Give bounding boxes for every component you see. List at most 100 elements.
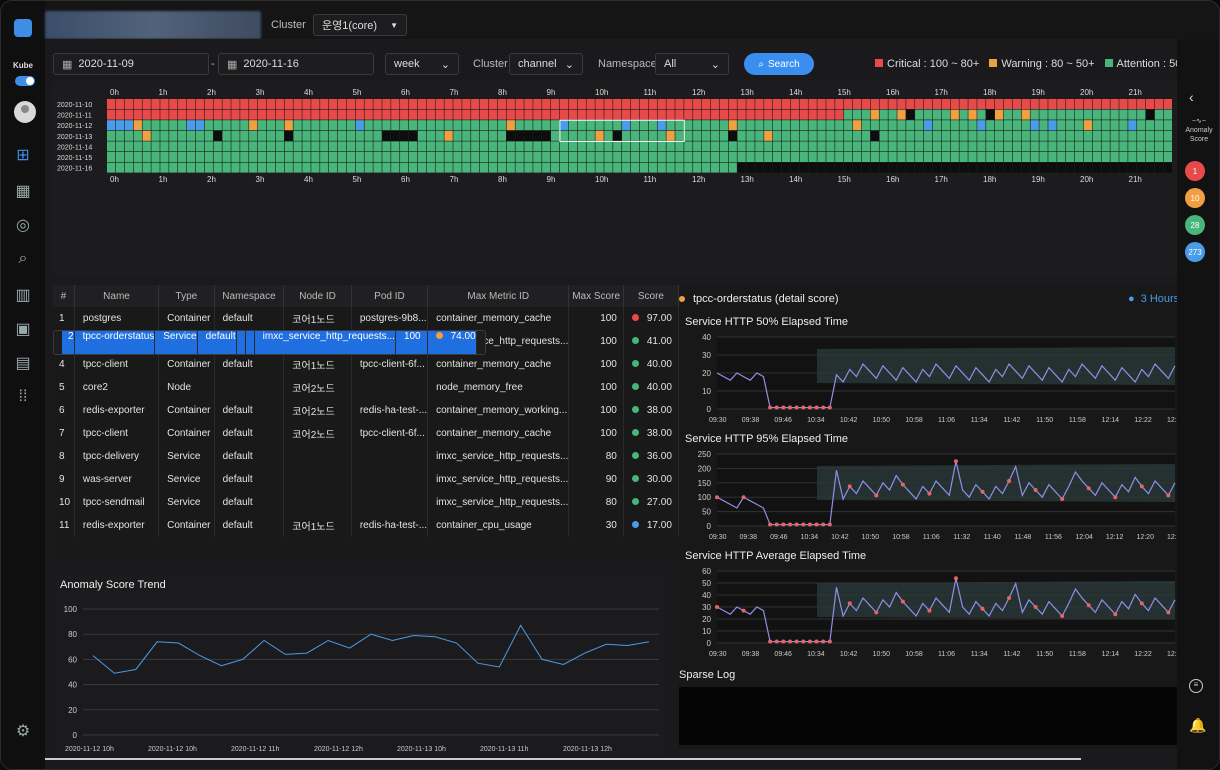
settings-icon[interactable]: ⚙ (15, 723, 31, 740)
table-row[interactable]: 1 postgres Container default 코어1노드 postgres-9… (53, 307, 679, 330)
heatmap-cell (222, 99, 231, 109)
search-icon[interactable]: ⌕ (18, 250, 28, 267)
bar-chart-icon[interactable]: ▥ (15, 287, 31, 304)
range-indicator[interactable]: ● 3 Hours (1128, 293, 1179, 305)
heatmap-cell (160, 99, 169, 109)
column-header[interactable]: # (53, 285, 75, 307)
table-row[interactable]: 7 tpcc-client Container default 코어2노드 tpcc-cl… (53, 422, 679, 445)
avatar[interactable] (14, 101, 36, 123)
heatmap-cell (1128, 162, 1137, 173)
heatmap-cell (861, 162, 871, 173)
heatmap-cell (861, 109, 871, 120)
heatmap-cell (1048, 99, 1057, 109)
heatmap-cell (1145, 141, 1155, 152)
heatmap-cell (195, 120, 205, 131)
heatmap-hour-label-bottom: 17h (935, 175, 948, 184)
trend-xtick: 2020-11-12 12h (314, 746, 363, 753)
heatmap-cell (302, 141, 311, 152)
table-cell (283, 468, 352, 491)
horizontal-scrollbar[interactable] (45, 758, 1081, 760)
range-select[interactable]: week ⌄ (385, 53, 459, 75)
heatmap-cell (400, 152, 409, 162)
topology-icon[interactable]: ⊞ (16, 147, 30, 164)
heatmap-cell (932, 130, 942, 141)
table-row[interactable]: 5 core2 Node 코어2노드 node_memory_free 100 40.00 (53, 376, 679, 399)
heatmap-cell (293, 130, 302, 141)
column-header[interactable]: Name (74, 285, 160, 307)
heatmap-cell (568, 130, 578, 141)
column-header[interactable]: Node ID (283, 285, 352, 307)
heatmap-cell (240, 162, 249, 173)
heatmap-hour-label-bottom: 9h (547, 175, 556, 184)
heatmap-cell (471, 99, 480, 109)
table-row[interactable]: 2 tpcc-orderstatus Service default imxc_serv… (53, 330, 486, 355)
table-cell: tpcc-client-6f... (351, 422, 429, 445)
column-header[interactable]: Score (623, 285, 679, 307)
apps-icon[interactable]: ⁞⁞ (18, 388, 28, 405)
heatmap-cell (471, 152, 480, 162)
chevron-left-icon[interactable]: ‹ (1189, 89, 1194, 105)
heatmap-cell (1074, 109, 1084, 120)
heatmap-cell (959, 130, 968, 141)
heatmap-cell (923, 162, 933, 173)
heatmap-cell (115, 130, 125, 141)
heatmap-cell (693, 99, 702, 109)
heatmap-cell (844, 152, 853, 162)
heatmap-cell (426, 99, 435, 109)
heatmap-cell (479, 162, 489, 173)
anomaly-count-badge[interactable]: 1 (1185, 161, 1205, 181)
heatmap-cell (515, 109, 524, 120)
table-row[interactable]: 11 redis-exporter Container default 코어1노드 red… (53, 514, 679, 537)
chart-xtick: 09:38 (740, 534, 758, 541)
heatmap-cell (284, 130, 293, 141)
table-row[interactable]: 8 tpcc-delivery Service default imxc_service… (53, 445, 679, 468)
column-header[interactable]: Max Metric ID (427, 285, 570, 307)
list-icon[interactable]: ≡ (1189, 679, 1203, 693)
cluster-select-value: 운영1(core) (322, 20, 378, 32)
table-row[interactable]: 10 tpcc-sendmail Service default imxc_servic… (53, 491, 679, 514)
heatmap-hour-label-bottom: 8h (498, 175, 507, 184)
trend-ytick: 0 (73, 731, 78, 740)
heatmap-cell (453, 120, 462, 131)
toggle-switch[interactable] (15, 76, 35, 86)
date-to-input[interactable]: ▦ 2020-11-16 (218, 53, 374, 75)
heatmap-cell (648, 141, 657, 152)
heatmap-cell (373, 120, 382, 131)
column-header[interactable]: Type (158, 285, 215, 307)
table-row[interactable]: 9 was-server Service default imxc_service_ht… (53, 468, 679, 491)
anomaly-count-badge[interactable]: 273 (1185, 242, 1205, 262)
heatmap-cell (542, 162, 551, 173)
heatmap-cell (1012, 130, 1022, 141)
table-row[interactable]: 4 tpcc-client Container default 코어1노드 tpcc-cl… (53, 353, 679, 376)
heatmap-cell (666, 109, 675, 120)
bell-icon[interactable]: 🔔 (1189, 717, 1207, 733)
heatmap-cell (835, 130, 844, 141)
column-header[interactable]: Namespace (214, 285, 285, 307)
table-row[interactable]: 6 redis-exporter Container default 코어2노드 redi… (53, 399, 679, 422)
chart-anomaly-point (1060, 497, 1065, 501)
channel-select[interactable]: channel ⌄ (509, 53, 583, 75)
layout-icon[interactable]: ▦ (15, 183, 31, 200)
heatmap-cell (302, 99, 311, 109)
date-from-input[interactable]: ▦ 2020-11-09 (53, 53, 209, 75)
anomaly-count-badge[interactable]: 28 (1185, 215, 1205, 235)
table-cell: redis-exporter (74, 399, 160, 422)
search-button[interactable]: ⌕ Search (744, 53, 814, 75)
cluster-select[interactable]: 운영1(core) ▼ (313, 14, 407, 36)
column-header[interactable]: Pod ID (351, 285, 429, 307)
heatmap-cell (213, 109, 222, 120)
globe-icon[interactable]: ◎ (16, 217, 30, 234)
heatmap-cell (266, 130, 276, 141)
anomaly-count-badge[interactable]: 10 (1185, 188, 1205, 208)
heatmap-cell (1083, 162, 1093, 173)
namespace-select[interactable]: All ⌄ (655, 53, 729, 75)
heatmap-cell (852, 162, 862, 173)
trend-xtick: 2020-11-12 10h (65, 746, 114, 753)
column-header[interactable]: Max Score (568, 285, 624, 307)
heatmap-cell (506, 99, 515, 109)
heatmap-cell (701, 152, 711, 162)
heatmap-cell (204, 99, 213, 109)
report-icon[interactable]: ▣ (15, 321, 31, 338)
table-cell: 30.00 (623, 468, 679, 491)
grid-icon[interactable]: ▤ (15, 355, 31, 372)
